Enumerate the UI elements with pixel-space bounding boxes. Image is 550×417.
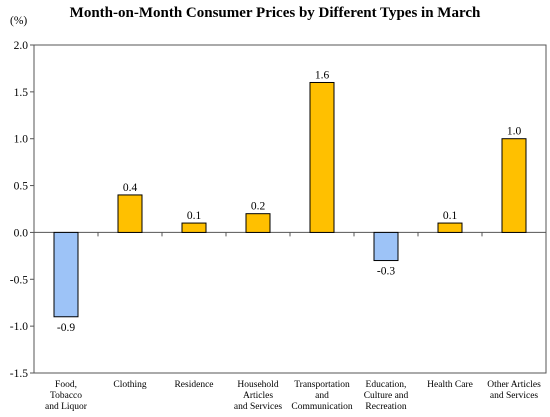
chart-title: Month-on-Month Consumer Prices by Differ… xyxy=(69,5,481,21)
category-label-line: Tobacco xyxy=(50,391,82,401)
label-layer: 2.0 1.5 1.0 0.5 0.0 -0.5 -1.0 -1.5 -0.9 Food, Toba… xyxy=(10,40,541,412)
category-label-line: and xyxy=(315,391,329,401)
category-label-line: Communication xyxy=(291,402,352,412)
data-label: 0.2 xyxy=(251,201,266,213)
y-tick-label: -1.5 xyxy=(10,368,28,380)
category-label-line: Clothing xyxy=(113,380,147,390)
bar xyxy=(437,222,463,233)
category-label-line: Recreation xyxy=(365,402,406,412)
data-label: 0.4 xyxy=(123,182,138,194)
category-label-line: Articles xyxy=(243,391,273,401)
y-axis-unit-label: (%) xyxy=(10,15,27,27)
bar xyxy=(181,222,207,233)
category-label-line: and Services xyxy=(234,402,283,412)
category-label-line: Health Care xyxy=(427,380,473,390)
data-label: -0.9 xyxy=(57,322,75,334)
category-label-line: Education, xyxy=(366,380,407,390)
category-label-line: Transportation xyxy=(294,380,350,390)
axis-layer xyxy=(30,44,547,374)
bar xyxy=(309,81,335,233)
y-tick-label: 1.5 xyxy=(14,87,29,99)
category-label: Other Articles and Services xyxy=(487,380,541,401)
category-label: Residence xyxy=(174,380,213,390)
y-tick-label: 0.0 xyxy=(14,227,29,239)
category-label: Health Care xyxy=(427,380,473,390)
category-label-line: Culture and xyxy=(364,391,409,401)
category-label-line: Household xyxy=(237,380,278,390)
category-label: Food, Tobacco and Liquor xyxy=(45,380,88,412)
data-label: -0.3 xyxy=(377,266,395,278)
data-label: 0.1 xyxy=(443,210,458,222)
y-tick-label: 0.5 xyxy=(14,181,29,193)
bar xyxy=(245,213,271,233)
category-label-line: Other Articles xyxy=(487,380,541,390)
plot-area-border xyxy=(33,44,547,374)
y-tick-label: 2.0 xyxy=(14,40,29,52)
bar xyxy=(501,138,527,233)
data-label: 1.6 xyxy=(315,69,330,81)
category-label-line: Residence xyxy=(174,380,213,390)
category-label: Transportation and Communication xyxy=(291,380,352,412)
category-label: Education, Culture and Recreation xyxy=(364,380,409,412)
category-label: Clothing xyxy=(113,380,147,390)
bar xyxy=(373,231,399,262)
data-label: 0.1 xyxy=(187,210,202,222)
y-tick-label: -0.5 xyxy=(10,274,28,286)
bar xyxy=(117,194,143,233)
bar xyxy=(53,231,79,318)
y-tick-label: 1.0 xyxy=(14,134,29,146)
category-label-line: and Liquor xyxy=(45,402,88,412)
category-label-line: and Services xyxy=(490,391,539,401)
bar-layer xyxy=(53,81,527,318)
y-tick-label: -1.0 xyxy=(10,321,28,333)
category-label: Household Articles and Services xyxy=(234,380,283,412)
data-label: 1.0 xyxy=(507,126,522,138)
category-label-line: Food, xyxy=(55,380,77,390)
